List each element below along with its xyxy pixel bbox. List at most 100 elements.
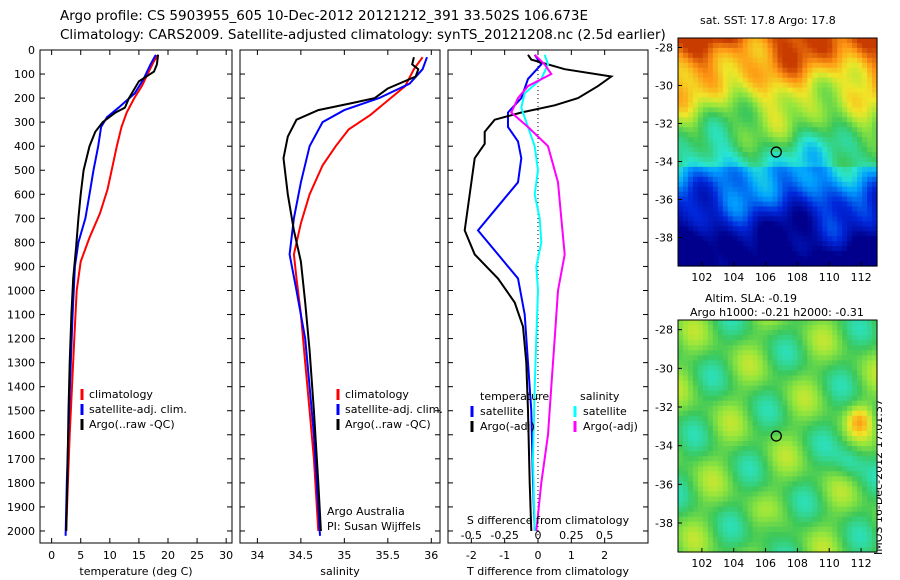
sla-ytick-label: -30 [655,362,673,375]
depth-tick-label: 200 [14,92,35,105]
diff-legend-title-salinity: salinity [580,390,620,403]
depth-tick-label: 1200 [7,333,35,346]
sla-ytick-label: -32 [655,401,673,414]
temperature-xtick-label: 30 [219,549,233,562]
depth-tick-label: 900 [14,260,35,273]
temperature-legend-label: satellite-adj. clim. [89,403,187,416]
diff-legend-label: satellite [583,405,627,418]
salinity-legend-label: Argo(..raw -QC) [345,418,431,431]
difference-xtick-label: 1 [568,549,575,562]
temperature-xtick-label: 5 [77,549,84,562]
sla-map-frame [677,319,878,553]
pi-annotation: PI: Susan Wijffels [327,520,421,533]
sla-map [677,319,878,553]
panel-temperature [39,49,233,544]
temperature-xtick-label: 25 [190,549,204,562]
depth-tick-label: 1300 [7,357,35,370]
difference-xtick-label: 0 [535,549,542,562]
difference-xtick-label: -1 [499,549,510,562]
depth-tick-label: 700 [14,212,35,225]
panel-salinity [239,49,441,544]
sla-xtick-label: 106 [755,557,776,570]
sla-map-title: Altim. SLA: -0.19 [705,292,798,305]
difference-xtick-label: 2 [601,549,608,562]
depth-tick-label: 1900 [7,501,35,514]
temperature-xtick-label: 10 [103,549,117,562]
sla-ytick-label: -38 [655,517,673,530]
sst-ytick-label: -36 [655,194,673,207]
salinity-series-climatology [292,56,424,532]
salinity-xlabel: salinity [320,565,360,578]
sst-ytick-label: -38 [655,232,673,245]
diff-xtick2-label: 0.25 [559,529,584,542]
sst-ytick-label: -32 [655,118,673,131]
temperature-series-satellite-adj-clim- [64,54,157,536]
salinity-series-argo-raw-qc- [282,56,420,532]
salinity-series-satellite-adj-clim- [288,56,428,536]
difference-xlabel: T difference from climatology [466,565,629,578]
sst-xtick-label: 104 [723,271,744,284]
sla-ytick-label: -34 [655,440,673,453]
temperature-xlabel: temperature (deg C) [79,565,192,578]
salinity-legend-label: climatology [345,388,409,401]
depth-tick-label: 1600 [7,429,35,442]
depth-tick-label: 0 [28,44,35,57]
sst-ytick-label: -34 [655,156,673,169]
temperature-xtick-label: 15 [132,549,146,562]
salinity-frame [239,49,441,544]
difference-xtick-label: -2 [466,549,477,562]
temperature-series-argo-raw-qc- [65,54,160,532]
diff-xtick2-label: -0.5 [461,529,482,542]
depth-tick-label: 400 [14,140,35,153]
temperature-legend-label: Argo(..raw -QC) [89,418,175,431]
salinity-xtick-label: 35 [337,549,351,562]
temperature-legend-label: climatology [89,388,153,401]
sst-argo-location-marker [770,146,782,158]
sla-ytick-label: -28 [655,324,673,337]
diff-xlabel-salinity: S difference from climatology [467,514,630,527]
panel-difference [447,49,649,544]
sst-ytick-label: -30 [655,80,673,93]
sst-map-title: sat. SST: 17.8 Argo: 17.8 [700,14,836,27]
depth-tick-label: 2000 [7,525,35,538]
temperature-series-climatology [65,54,159,532]
sla-xtick-label: 102 [691,557,712,570]
sst-ytick-label: -28 [655,42,673,55]
salinity-legend-label: satellite-adj. clim. [345,403,443,416]
difference-series-s-argo-adj- [510,54,566,532]
depth-tick-label: 1100 [7,309,35,322]
sst-xtick-label: 106 [755,271,776,284]
sst-xtick-label: 108 [787,271,808,284]
salinity-xtick-label: 34.5 [289,549,314,562]
sla-xtick-label: 110 [819,557,840,570]
difference-series-t-argo-adj- [463,54,614,532]
depth-tick-label: 600 [14,188,35,201]
diff-legend-title-temperature: temperature [480,390,549,403]
salinity-xtick-label: 36 [424,549,438,562]
sst-xtick-label: 110 [819,271,840,284]
diff-xtick2-label: -0.25 [490,529,518,542]
diff-legend-label: satellite [480,405,524,418]
sla-xtick-label: 104 [723,557,744,570]
salinity-xtick-label: 35.5 [376,549,401,562]
diff-legend-label: Argo(-adj) [583,420,638,433]
depth-tick-label: 500 [14,164,35,177]
difference-series-s-satellite [520,54,550,532]
figure-title-line2: Climatology: CARS2009. Satellite-adjuste… [60,27,666,43]
difference-frame [447,49,649,544]
salinity-xtick-label: 34 [250,549,264,562]
sla-ytick-label: -36 [655,478,673,491]
sla-xtick-label: 108 [787,557,808,570]
diff-xtick2-label: 0.5 [596,529,614,542]
argo-australia-annotation: Argo Australia [327,505,405,518]
sla-argo-location-marker [770,430,782,442]
depth-tick-label: 800 [14,236,35,249]
diff-legend-label: Argo(-adj) [480,420,535,433]
depth-tick-label: 1700 [7,453,35,466]
depth-tick-label: 100 [14,68,35,81]
temperature-xtick-label: 20 [161,549,175,562]
figure-title-line1: Argo profile: CS 5903955_605 10-Dec-2012… [60,8,589,24]
sst-map-frame [677,37,878,267]
depth-tick-label: 1800 [7,477,35,490]
